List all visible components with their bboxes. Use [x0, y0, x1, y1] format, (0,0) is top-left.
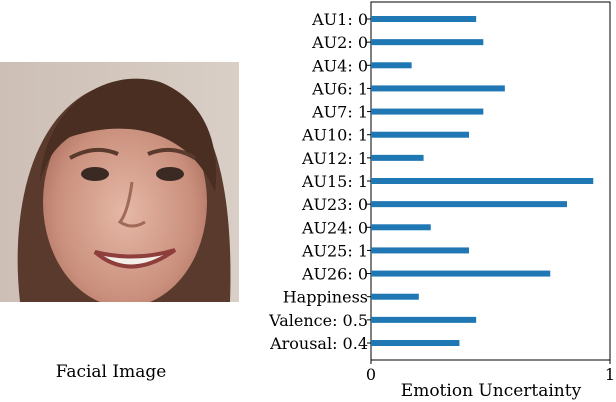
bar-12: [371, 293, 419, 300]
category-label-8: AU23: 0: [301, 195, 368, 214]
x-tick-label-1: 1: [605, 365, 615, 384]
face-photo-icon: [0, 62, 239, 302]
category-label-6: AU12: 1: [301, 149, 368, 168]
bar-2: [371, 62, 412, 69]
category-label-1: AU2: 0: [311, 33, 368, 52]
chart-bars: [371, 16, 594, 346]
bar-0: [371, 16, 477, 22]
chart-category-labels: AU1: 0 AU2: 0 AU4: 0 AU6: 1 AU7: 1 AU10: 1 AU1…: [268, 10, 371, 353]
category-label-14: Arousal: 0.4: [269, 334, 368, 353]
category-label-2: AU4: 0: [311, 56, 368, 75]
category-label-9: AU24: 0: [301, 218, 368, 237]
image-caption: Facial Image: [55, 362, 167, 382]
bar-7: [371, 178, 594, 184]
category-label-5: AU10: 1: [301, 126, 368, 145]
category-label-0: AU1: 0: [311, 10, 368, 29]
category-label-12: Happiness: [283, 288, 368, 307]
category-label-13: Valence: 0.5: [268, 311, 368, 330]
bar-11: [371, 270, 551, 277]
x-axis-label: Emotion Uncertainty: [401, 381, 582, 401]
x-tick-label-0: 0: [366, 365, 376, 384]
bar-10: [371, 247, 469, 254]
facial-image: [0, 62, 239, 302]
bar-8: [371, 201, 567, 208]
category-label-7: AU15: 1: [301, 172, 368, 191]
bar-4: [371, 108, 484, 115]
bar-14: [371, 340, 460, 346]
bar-5: [371, 131, 469, 138]
category-label-4: AU7: 1: [311, 103, 368, 122]
bar-3: [371, 85, 505, 92]
bar-6: [371, 154, 424, 161]
category-label-3: AU6: 1: [311, 79, 368, 98]
bar-1: [371, 39, 484, 46]
bar-9: [371, 224, 431, 231]
category-label-10: AU25: 1: [301, 241, 368, 260]
category-label-11: AU26: 0: [301, 265, 368, 284]
bar-13: [371, 316, 477, 323]
